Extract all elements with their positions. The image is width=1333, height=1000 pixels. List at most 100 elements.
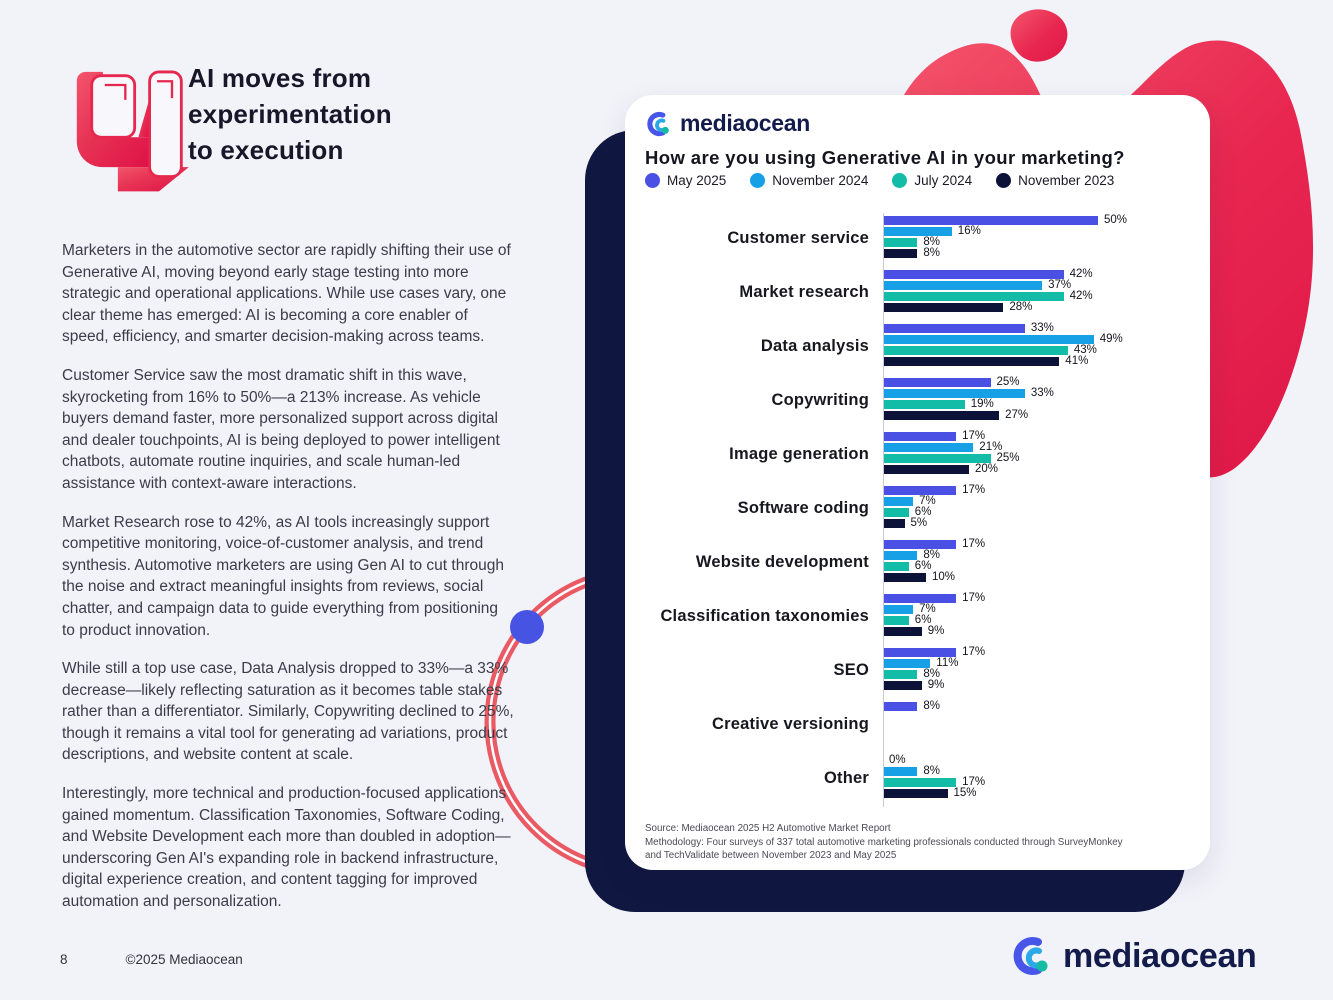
bar-value-label: 7% (919, 602, 936, 615)
bar-value-label: 42% (1069, 267, 1093, 280)
legend-item-november-2023: November 2023 (996, 173, 1114, 188)
chart-row-copywriting: Copywriting 25% 33% 19% 27% (625, 375, 1190, 422)
chart-row-other: Other 0% 8% 17% 15% (625, 754, 1190, 800)
bar-november-2024 (883, 389, 1025, 398)
bar-july-2024 (883, 238, 918, 247)
bar-november-2023 (883, 573, 926, 582)
bar-line: 11% (883, 657, 1189, 668)
bar-value-label: 25% (996, 375, 1020, 388)
bar-may-2025 (883, 270, 1064, 279)
category-label: Other (823, 768, 869, 787)
paragraph: Interestingly, more technical and produc… (62, 785, 511, 911)
chart-row-software-coding: Software coding 17% 7% 6% 5% (625, 483, 1190, 530)
category-label: Market research (739, 282, 869, 301)
chart-row-image-generation: Image generation 17% 21% 25% 20% (625, 430, 1190, 476)
chart-footnotes: Source: Mediaocean 2025 H2 Automotive Ma… (645, 822, 1123, 863)
bar-line: 7% (883, 602, 1189, 615)
legend-label: November 2023 (1018, 173, 1115, 188)
bar-may-2025 (883, 378, 991, 387)
bar-line: 8% (883, 668, 1189, 679)
mediaocean-logo-text: mediaocean (1063, 936, 1257, 975)
bar-november-2023 (883, 627, 922, 636)
bar-july-2024 (883, 562, 909, 571)
bar-group: 0% 8% 17% 15% (883, 754, 1189, 800)
bar-group: 50% 16% 8% 8% (883, 214, 1189, 260)
bar-may-2025 (883, 594, 957, 603)
bar-line: 25% (883, 375, 1189, 388)
bar-group: 17% 21% 25% 20% (883, 430, 1189, 476)
legend-item-may-2025: May 2025 (645, 173, 726, 188)
footer-logo: mediaocean (1010, 936, 1257, 976)
bar-july-2024 (883, 454, 991, 463)
bar-line: 37% (883, 278, 1189, 291)
legend-dot-icon (892, 173, 908, 188)
bar-may-2025 (883, 324, 1025, 333)
bar-may-2025 (883, 486, 957, 495)
bar-value-label: 37% (1048, 278, 1072, 291)
bar-november-2023 (883, 249, 918, 258)
mediaocean-icon (1013, 937, 1048, 975)
bar-value-label: 20% (975, 462, 999, 475)
source-note: Source: Mediaocean 2025 H2 Automotive Ma… (645, 823, 891, 834)
category-label: Software coding (737, 498, 869, 517)
bar-may-2025 (883, 216, 1098, 225)
bar-value-label: 8% (923, 548, 941, 561)
bar-november-2024 (883, 551, 918, 560)
bar-line: 50% (883, 214, 1189, 225)
bar-july-2024 (883, 778, 957, 787)
bar-november-2023 (883, 465, 969, 474)
bar-value-label: 28% (1009, 300, 1033, 313)
bar-july-2024 (883, 292, 1064, 301)
bar-line: 28% (883, 300, 1189, 313)
bar-value-label: 43% (1073, 343, 1097, 356)
category-label: Copywriting (771, 390, 869, 409)
bar-line: 20% (883, 462, 1189, 475)
bar-line: 19% (883, 397, 1189, 410)
bar-value-label: 17% (962, 483, 986, 496)
bar-group: 17% 8% 6% 10% (883, 538, 1189, 584)
bar-line: 10% (883, 571, 1189, 582)
bar-line: 5% (883, 517, 1189, 528)
category-label: Customer service (727, 228, 869, 247)
bar-line: 21% (883, 441, 1189, 452)
bar-line: 7% (883, 495, 1189, 506)
mediaocean-icon (647, 111, 669, 136)
copyright: ©2025 Mediaocean (125, 952, 243, 967)
bar-november-2023 (883, 303, 1004, 312)
bar-value-label: 9% (927, 624, 945, 637)
bar-november-2024 (883, 497, 914, 506)
bar-value-label: 19% (970, 397, 994, 410)
legend-label: May 2025 (667, 173, 727, 188)
legend-label: November 2024 (772, 173, 869, 188)
bar-line: 8% (883, 700, 1189, 711)
bar-line: 17% (883, 538, 1189, 549)
chart-row-classification-taxonomies: Classification taxonomies 17% 7% 6% 9% (625, 592, 1190, 638)
bar-line: 42% (883, 267, 1189, 280)
bar-july-2024 (883, 508, 909, 517)
paragraph: Customer Service saw the most dramatic s… (62, 366, 500, 492)
bar-line: 6% (883, 560, 1189, 571)
category-label: Image generation (729, 444, 869, 463)
bar-value-label: 8% (923, 764, 941, 777)
bar-july-2024 (883, 670, 918, 679)
chart-legend: May 2025 November 2024 July 2024 November 2… (645, 173, 1114, 188)
bar-line: 33% (883, 387, 1189, 398)
bar-line: 0% (883, 754, 1189, 765)
bar-november-2024 (883, 767, 918, 776)
chart-row-website-development: Website development 17% 8% 6% 10% (625, 538, 1190, 584)
bar-may-2025 (883, 702, 918, 711)
blue-dot (510, 610, 544, 644)
bar-november-2024 (883, 605, 914, 614)
mediaocean-logo-text: mediaocean (680, 110, 810, 136)
bar-value-label: 49% (1099, 332, 1123, 345)
legend-label: July 2024 (914, 173, 973, 188)
bar-may-2025 (883, 540, 957, 549)
bar-november-2023 (883, 789, 948, 798)
bar-november-2023 (883, 519, 905, 528)
chart-row-market-research: Market research 42% 37% 42% 28% (625, 267, 1190, 314)
legend-item-november-2024: November 2024 (750, 173, 868, 188)
bar-line: 41% (883, 355, 1189, 366)
bar-july-2024 (883, 400, 965, 409)
bar-line: 17% (883, 483, 1189, 496)
chart-row-data-analysis: Data analysis 33% 49% 43% 41% (625, 322, 1190, 368)
